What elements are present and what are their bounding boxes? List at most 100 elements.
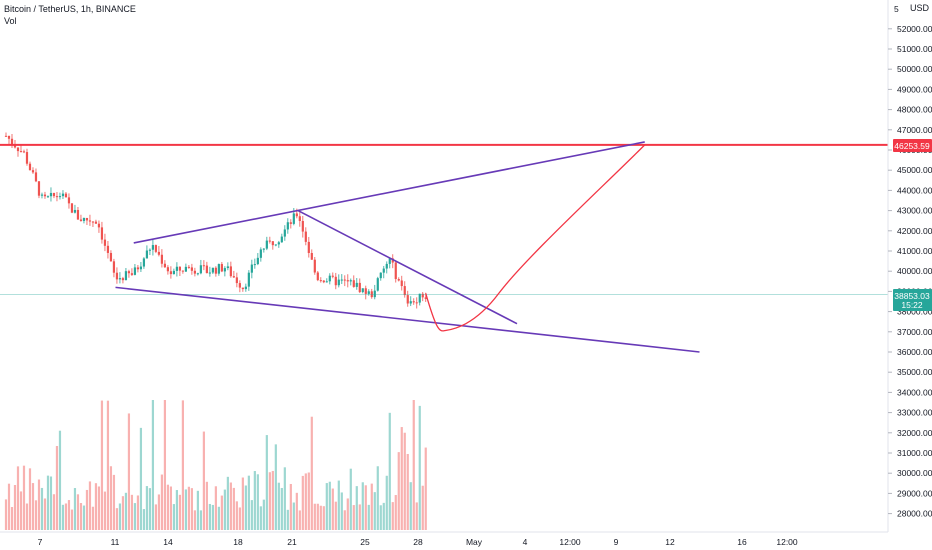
time-tick-label: May bbox=[466, 537, 483, 547]
trendline-upper-rising bbox=[133, 141, 645, 244]
price-tick-label: 29000.00 bbox=[897, 488, 932, 498]
candle-body bbox=[121, 278, 125, 281]
currency-label[interactable]: USD bbox=[909, 3, 929, 13]
volume-bar bbox=[217, 506, 220, 530]
volume-bar bbox=[382, 502, 385, 530]
volume-bar bbox=[346, 498, 349, 530]
volume-bar bbox=[241, 477, 244, 530]
price-tick-label: 43000.00 bbox=[897, 206, 932, 216]
candle-body bbox=[307, 241, 310, 254]
volume-bar bbox=[55, 446, 59, 530]
candle-body bbox=[352, 280, 355, 287]
symbol-title[interactable]: Bitcoin / TetherUS, 1h, BINANCE bbox=[4, 4, 136, 14]
candle-body bbox=[184, 266, 187, 272]
candle-body bbox=[109, 252, 113, 262]
candle-body bbox=[130, 273, 134, 275]
candle-body bbox=[319, 280, 322, 282]
volume-bar bbox=[301, 475, 304, 530]
volume-bar bbox=[181, 400, 184, 530]
volume-bar bbox=[199, 510, 202, 530]
candle-body bbox=[232, 276, 235, 278]
volume-legend[interactable]: Vol bbox=[4, 16, 17, 26]
candle-body bbox=[280, 236, 283, 243]
candle-body bbox=[16, 147, 20, 152]
volume-bar bbox=[334, 501, 337, 530]
volume-bar bbox=[253, 471, 256, 530]
price-tick-label: 37000.00 bbox=[897, 327, 932, 337]
volume-bar bbox=[325, 483, 328, 530]
volume-bar bbox=[367, 504, 370, 530]
candle-body bbox=[49, 192, 53, 197]
volume-bar bbox=[277, 482, 280, 530]
price-scale-ticks: 52000.00 51000.00 50000.00 49000.00 48000.00… bbox=[888, 24, 932, 519]
trendline-lower-support bbox=[115, 286, 700, 353]
candle-body bbox=[244, 286, 247, 290]
volume-bar bbox=[67, 500, 71, 530]
price-tick-label: 32000.00 bbox=[897, 428, 932, 438]
bar-countdown-label: 15:22 bbox=[901, 300, 923, 310]
volume-bar bbox=[394, 495, 397, 530]
candle-body bbox=[133, 267, 137, 275]
time-scale[interactable]: 7 11 14 18 21 25 28 May 4 12:00 9 12 16 12:00 bbox=[0, 531, 888, 547]
volume-bar bbox=[202, 431, 205, 530]
candle-body bbox=[409, 301, 412, 304]
price-scale[interactable]: 52000.00 51000.00 50000.00 49000.00 48000.00… bbox=[887, 0, 932, 532]
candle-body bbox=[22, 151, 26, 153]
candle-body bbox=[385, 263, 388, 269]
volume-bar bbox=[235, 501, 238, 530]
candle-body bbox=[406, 295, 409, 304]
volume-bar bbox=[193, 510, 196, 530]
projection-path bbox=[425, 144, 646, 332]
candle-body bbox=[37, 181, 41, 196]
volume-bar bbox=[370, 483, 373, 530]
price-tick-label: 45000.00 bbox=[897, 165, 932, 175]
candle-body bbox=[190, 267, 193, 271]
candle-body bbox=[340, 279, 343, 281]
volume-bar bbox=[274, 444, 277, 530]
volume-bar bbox=[19, 491, 23, 530]
candle-body bbox=[76, 209, 80, 220]
candle-body bbox=[310, 253, 313, 260]
candle-body bbox=[250, 264, 253, 273]
volume-bar bbox=[178, 494, 181, 530]
volume-bar bbox=[82, 505, 86, 530]
volume-bar bbox=[271, 470, 274, 530]
candle-body bbox=[196, 273, 199, 275]
volume-bar bbox=[352, 505, 355, 530]
volume-bar bbox=[211, 504, 214, 530]
candle-body bbox=[31, 170, 35, 173]
time-tick-label: 16 bbox=[737, 537, 747, 547]
volume-bar bbox=[403, 432, 406, 530]
price-tick-label: 40000.00 bbox=[897, 266, 932, 276]
volume-bar bbox=[313, 503, 316, 530]
volume-bar bbox=[124, 492, 128, 530]
price-tick-label: 48000.00 bbox=[897, 105, 932, 115]
volume-bar bbox=[223, 489, 226, 530]
candle-body bbox=[298, 216, 301, 221]
candle-body bbox=[292, 213, 295, 224]
candle-body bbox=[64, 193, 68, 198]
price-tick-label: 30000.00 bbox=[897, 468, 932, 478]
volume-bar bbox=[40, 487, 44, 530]
time-tick-label: 28 bbox=[413, 537, 423, 547]
price-tick-label: 33000.00 bbox=[897, 408, 932, 418]
candle-body bbox=[136, 267, 140, 270]
candle-body bbox=[421, 293, 424, 298]
time-tick-label: 14 bbox=[163, 537, 173, 547]
candle-body bbox=[73, 209, 77, 213]
volume-bar bbox=[175, 490, 178, 530]
price-tick-label: 49000.00 bbox=[897, 84, 932, 94]
time-tick-label: 9 bbox=[614, 537, 619, 547]
volume-bar bbox=[316, 503, 319, 530]
volume-bar bbox=[319, 505, 322, 530]
candle-body bbox=[328, 275, 331, 282]
candle-body bbox=[412, 301, 415, 303]
volume-bar bbox=[268, 472, 271, 530]
volume-bars bbox=[4, 400, 427, 530]
candle-body bbox=[25, 152, 29, 164]
volume-bar bbox=[85, 489, 89, 530]
price-tick-label: 50000.00 bbox=[897, 64, 932, 74]
volume-bar bbox=[133, 503, 137, 530]
volume-bar bbox=[94, 483, 98, 530]
